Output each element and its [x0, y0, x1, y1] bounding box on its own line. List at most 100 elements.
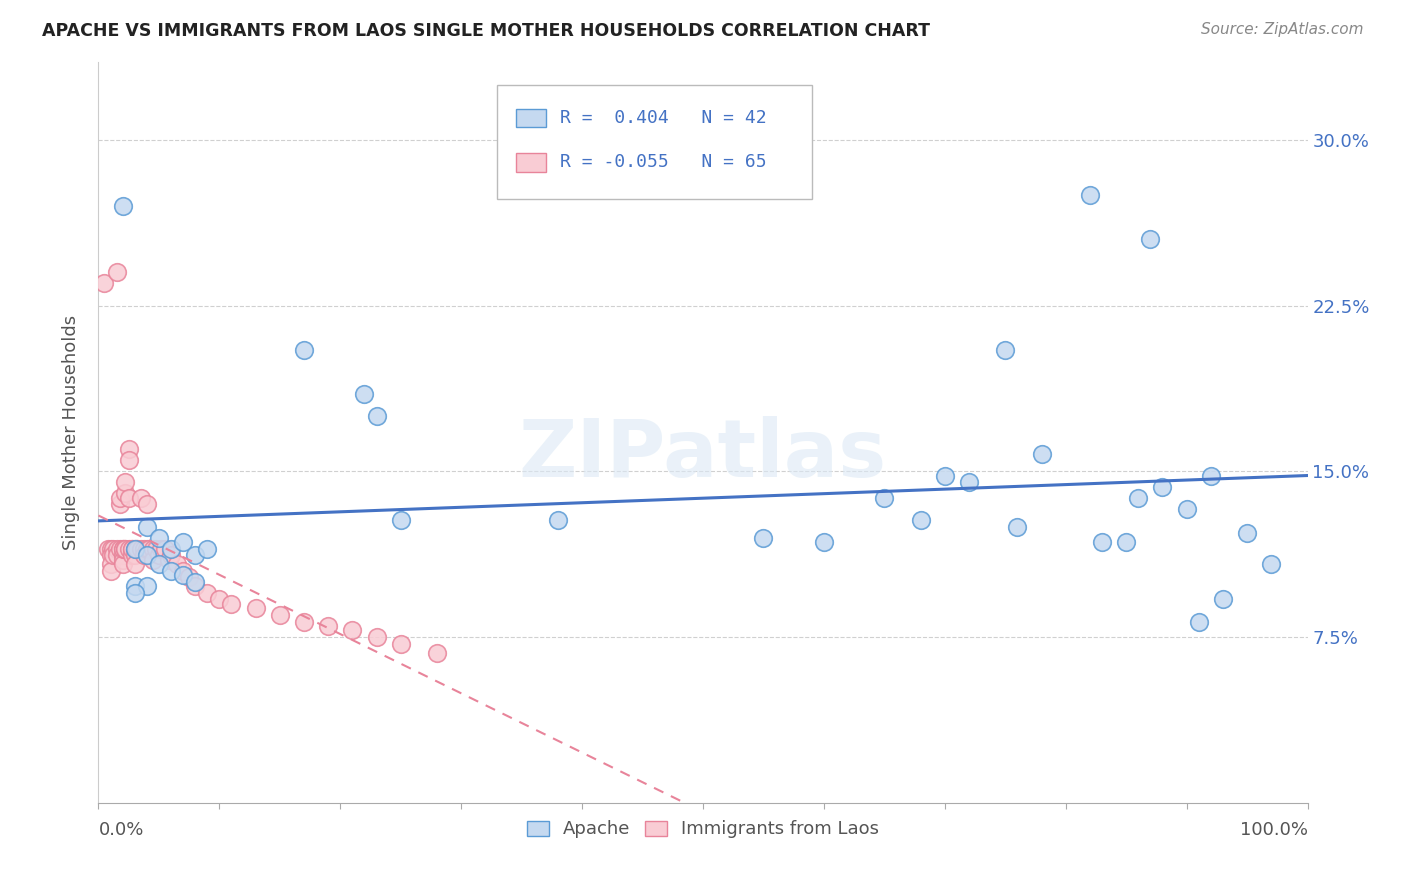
Point	[121, 541, 143, 556]
Point	[145, 541, 167, 556]
Point	[160, 549, 183, 563]
Point	[957, 475, 980, 490]
Point	[166, 557, 188, 571]
Point	[353, 387, 375, 401]
Text: R =  0.404   N = 42: R = 0.404 N = 42	[561, 109, 766, 127]
Point	[179, 570, 201, 584]
Y-axis label: Single Mother Households: Single Mother Households	[62, 315, 80, 550]
Point	[114, 475, 136, 490]
Text: ZIPatlas: ZIPatlas	[519, 416, 887, 494]
Point	[148, 549, 170, 563]
Point	[142, 552, 165, 566]
Point	[111, 552, 134, 566]
Point	[221, 597, 243, 611]
Point	[100, 564, 122, 578]
Point	[124, 549, 146, 563]
Point	[269, 607, 291, 622]
Point	[547, 513, 569, 527]
Point	[114, 541, 136, 556]
Legend: Apache, Immigrants from Laos: Apache, Immigrants from Laos	[520, 814, 886, 846]
Point	[124, 586, 146, 600]
Point	[1031, 447, 1053, 461]
Point	[157, 552, 180, 566]
Text: APACHE VS IMMIGRANTS FROM LAOS SINGLE MOTHER HOUSEHOLDS CORRELATION CHART: APACHE VS IMMIGRANTS FROM LAOS SINGLE MO…	[42, 22, 931, 40]
Point	[111, 541, 134, 556]
Point	[134, 541, 156, 556]
Point	[135, 579, 157, 593]
Point	[1139, 232, 1161, 246]
Text: 0.0%: 0.0%	[98, 822, 143, 839]
Point	[124, 557, 146, 571]
Point	[366, 409, 388, 423]
Point	[342, 624, 364, 638]
Point	[135, 498, 157, 512]
Point	[148, 531, 170, 545]
Point	[195, 541, 218, 556]
Point	[752, 531, 775, 545]
Point	[101, 549, 124, 563]
Point	[124, 541, 146, 556]
Point	[108, 541, 131, 556]
Point	[124, 579, 146, 593]
Text: Source: ZipAtlas.com: Source: ZipAtlas.com	[1201, 22, 1364, 37]
Point	[135, 541, 157, 556]
Point	[1078, 188, 1101, 202]
Point	[934, 468, 956, 483]
Point	[111, 557, 134, 571]
Point	[184, 549, 207, 563]
Point	[316, 619, 339, 633]
FancyBboxPatch shape	[516, 153, 546, 171]
Point	[138, 541, 160, 556]
Point	[245, 601, 267, 615]
Text: R = -0.055   N = 65: R = -0.055 N = 65	[561, 153, 766, 171]
Point	[108, 491, 131, 505]
Point	[148, 557, 170, 571]
Point	[1188, 615, 1211, 629]
Point	[426, 646, 449, 660]
Point	[160, 564, 183, 578]
Point	[184, 579, 207, 593]
Point	[114, 541, 136, 556]
Point	[108, 498, 131, 512]
Point	[1128, 491, 1150, 505]
Point	[142, 541, 165, 556]
FancyBboxPatch shape	[498, 85, 811, 200]
Point	[124, 541, 146, 556]
Point	[105, 265, 128, 279]
Point	[1175, 501, 1198, 516]
Point	[101, 541, 124, 556]
Point	[134, 549, 156, 563]
Point	[97, 541, 120, 556]
Point	[121, 541, 143, 556]
Point	[1260, 557, 1282, 571]
Point	[1199, 468, 1222, 483]
Point	[93, 277, 115, 291]
Point	[105, 549, 128, 563]
Point	[1091, 535, 1114, 549]
Point	[114, 486, 136, 500]
Point	[1212, 592, 1234, 607]
Point	[121, 549, 143, 563]
FancyBboxPatch shape	[516, 109, 546, 128]
Point	[135, 519, 157, 533]
Point	[292, 615, 315, 629]
Point	[129, 491, 152, 505]
Point	[127, 541, 149, 556]
Point	[118, 453, 141, 467]
Point	[100, 541, 122, 556]
Point	[292, 343, 315, 357]
Point	[1152, 480, 1174, 494]
Point	[873, 491, 896, 505]
Point	[172, 564, 194, 578]
Point	[172, 568, 194, 582]
Point	[994, 343, 1017, 357]
Point	[111, 541, 134, 556]
Point	[389, 637, 412, 651]
Point	[1236, 526, 1258, 541]
Point	[813, 535, 835, 549]
Point	[153, 541, 176, 556]
Point	[389, 513, 412, 527]
Point	[111, 549, 134, 563]
Point	[100, 549, 122, 563]
Point	[118, 442, 141, 457]
